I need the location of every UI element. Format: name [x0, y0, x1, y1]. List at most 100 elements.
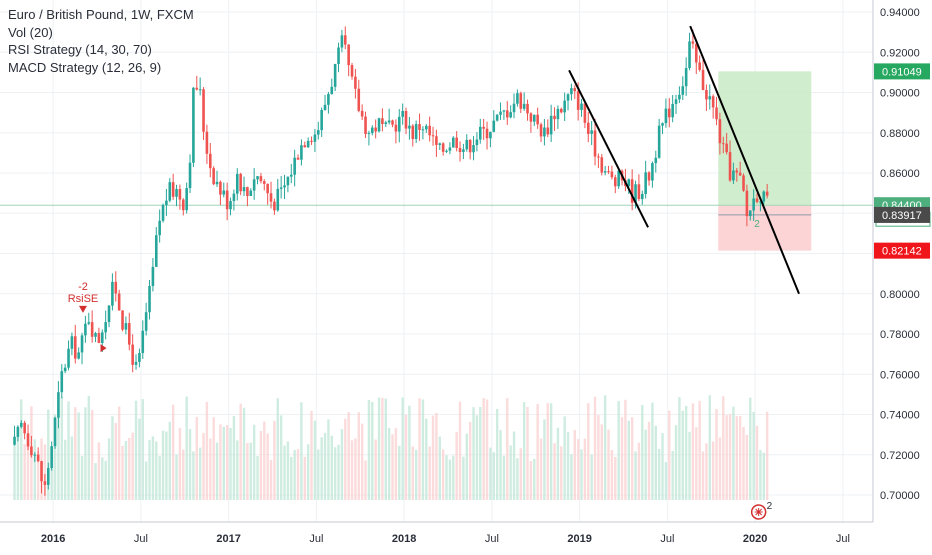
volume-bar: [114, 423, 117, 500]
volume-bar: [529, 461, 533, 500]
candle-body: [43, 481, 47, 485]
volume-bar: [411, 446, 414, 500]
candle-body: [273, 201, 276, 211]
candle-body: [367, 133, 371, 135]
volume-bar: [418, 398, 421, 500]
volume-bar: [263, 421, 266, 500]
volume-bar: [566, 432, 570, 500]
candle-body: [30, 446, 33, 456]
volume-bar: [441, 449, 445, 500]
volume-bar: [387, 428, 391, 500]
price-tag-target[interactable]: [874, 63, 930, 80]
indicator-macd-strategy[interactable]: MACD Strategy (12, 26, 9): [8, 59, 162, 75]
axes: 0.940000.920000.900000.880000.860000.840…: [0, 0, 930, 545]
candle-body: [215, 181, 219, 185]
price-tag-current[interactable]: [874, 206, 930, 223]
volume-bar: [175, 454, 178, 500]
candle-body: [286, 176, 290, 186]
volume-bar: [306, 444, 310, 500]
candle-body: [53, 417, 57, 447]
volume-bar: [310, 410, 313, 500]
volume-bar: [283, 445, 286, 500]
volume-bar: [749, 397, 752, 500]
x-tick-label: Jul: [134, 533, 148, 545]
candle-body: [330, 86, 334, 95]
trendlines[interactable]: [568, 25, 800, 295]
candle-body: [414, 124, 418, 139]
candle-body: [117, 293, 121, 311]
candle-body: [104, 322, 107, 333]
volume-bar: [192, 451, 195, 500]
candle-body: [134, 361, 138, 365]
volume-bar: [134, 400, 138, 500]
volume-bar: [33, 439, 36, 500]
volume-bar: [664, 462, 668, 500]
y-tick-label: 0.86000: [880, 168, 920, 180]
candle-body: [131, 344, 134, 365]
candle-body: [522, 103, 526, 109]
volume-bar: [53, 414, 57, 500]
candle-body: [647, 172, 651, 181]
volume-bar: [290, 456, 293, 500]
volume-bar: [624, 399, 627, 500]
candle-body: [715, 107, 718, 120]
chart-legend: Euro / British Pound, 1W, FXCM Vol (20) …: [8, 6, 194, 76]
candle-body: [448, 147, 452, 151]
candle-body: [40, 461, 43, 482]
volume-bar: [695, 427, 698, 500]
volume-bar: [590, 454, 593, 500]
volume-bar: [627, 420, 630, 500]
volume-bar: [438, 436, 441, 500]
candle-body: [418, 124, 421, 130]
volume-bar: [620, 417, 624, 500]
trendline-2[interactable]: [689, 25, 800, 295]
volume-bar: [347, 412, 350, 500]
volume-bar: [337, 444, 340, 500]
candlesticks: [13, 26, 769, 496]
volume-bar: [50, 450, 53, 500]
candle-body: [84, 323, 87, 336]
volume-bar: [357, 412, 360, 500]
loss-zone[interactable]: [718, 205, 812, 251]
volume-bar: [691, 403, 695, 500]
candle-body: [357, 88, 361, 111]
trendline-1[interactable]: [568, 69, 649, 228]
event-count-badge: 2: [767, 501, 773, 512]
volume-bar: [57, 407, 60, 500]
candle-body: [529, 113, 533, 122]
candle-body: [613, 177, 617, 187]
price-tag-stop[interactable]: [874, 242, 930, 259]
candle-body: [721, 143, 725, 145]
candle-body: [553, 115, 556, 120]
volume-bar: [728, 414, 732, 500]
candle-body: [573, 88, 577, 92]
indicator-rsi-strategy[interactable]: RSI Strategy (14, 30, 70): [8, 42, 152, 57]
volume-bar: [168, 421, 171, 500]
candle-body: [350, 65, 354, 77]
volume-bar: [587, 403, 590, 500]
volume-bar: [701, 451, 705, 500]
volume-bar: [549, 403, 553, 500]
volume-bar: [583, 438, 587, 500]
volume-bar: [198, 447, 202, 500]
candle-body: [46, 468, 50, 485]
volume-bar: [141, 399, 144, 500]
x-tick-label: Jul: [660, 533, 674, 545]
volume-bar: [367, 399, 371, 500]
symbol-title[interactable]: Euro / British Pound, 1W, FXCM: [8, 7, 194, 22]
candle-body: [408, 125, 411, 129]
y-tick-label: 0.92000: [880, 47, 920, 59]
candle-body: [252, 179, 256, 191]
candle-body: [19, 422, 23, 427]
candle-body: [377, 118, 381, 132]
candle-body: [266, 183, 269, 194]
profit-zone[interactable]: [718, 71, 812, 206]
volume-bar: [246, 443, 249, 500]
candle-body: [77, 352, 80, 359]
volume-bar: [607, 429, 610, 500]
position-zones[interactable]: [0, 71, 873, 251]
x-tick-label: 2019: [567, 533, 591, 545]
indicator-volume[interactable]: Vol (20): [8, 24, 53, 40]
